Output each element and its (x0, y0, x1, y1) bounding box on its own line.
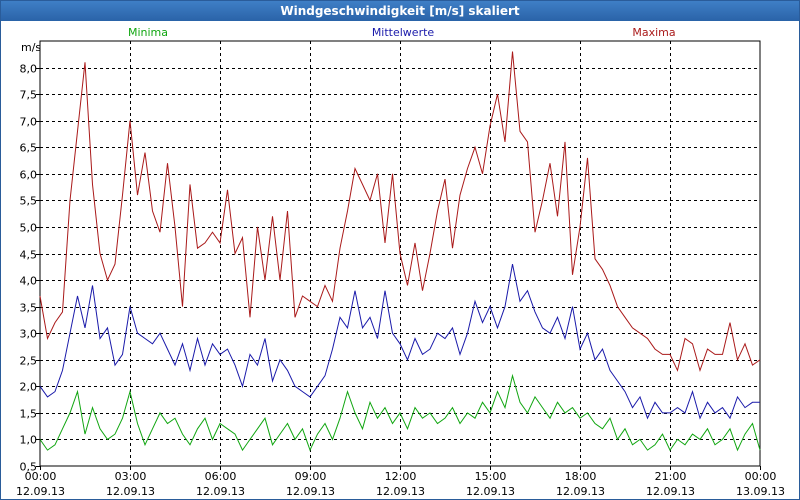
x-tick-time: 00:00 (745, 470, 777, 483)
x-tick-date: 12.09.13 (376, 485, 425, 498)
y-tick-label: 4,0 (20, 275, 38, 288)
x-tick-time: 03:00 (115, 470, 147, 483)
y-tick-label: 3,0 (20, 328, 38, 341)
y-tick-label: 6,5 (20, 142, 38, 155)
x-tick-time: 00:00 (25, 470, 57, 483)
x-tick-time: 15:00 (475, 470, 507, 483)
x-tick-time: 18:00 (565, 470, 597, 483)
y-tick-label: 2,0 (20, 381, 38, 394)
x-tick-date: 13.09.13 (736, 485, 785, 498)
x-tick-date: 12.09.13 (196, 485, 245, 498)
y-tick-label: 7,5 (20, 89, 38, 102)
y-tick-label: 8,0 (20, 63, 38, 76)
legend-maxima: Maxima (632, 26, 675, 39)
y-axis-label: m/s (21, 41, 41, 54)
legend: Minima Mittelwerte Maxima (128, 26, 676, 39)
x-tick-date: 12.09.13 (556, 485, 605, 498)
series-line-maxima (39, 51, 761, 373)
legend-mittelwerte: Mittelwerte (372, 26, 435, 39)
x-tick-date: 12.09.13 (286, 485, 335, 498)
x-tick-time: 06:00 (205, 470, 237, 483)
x-tick-date: 12.09.13 (466, 485, 515, 498)
series-lines (39, 51, 761, 452)
y-tick-label: 1,5 (20, 408, 38, 421)
x-tick-date: 12.09.13 (16, 485, 65, 498)
legend-minima: Minima (128, 26, 168, 39)
y-tick-label: 0,5 (20, 461, 38, 474)
y-tick-label: 2,5 (20, 355, 38, 368)
y-tick-label: 5,0 (20, 222, 38, 235)
x-tick-time: 21:00 (655, 470, 687, 483)
chart-title: Windgeschwindigkeit [m/s] skaliert (1, 1, 799, 21)
grid (40, 41, 760, 466)
y-tick-label: 3,5 (20, 302, 38, 315)
y-tick-label: 6,0 (20, 169, 38, 182)
y-tick-label: 7,0 (20, 116, 38, 129)
x-axis: 00:00 12.09.13 03:00 12.09.13 06:00 12.09.13 0… (16, 466, 785, 498)
x-tick-date: 12.09.13 (106, 485, 155, 498)
y-tick-label: 1,0 (20, 434, 38, 447)
y-axis: 0,5 1,0 1,5 2,0 2,5 3,0 3,5 4,0 4,5 5,0 5,5 6,0 6,5 7… (20, 41, 42, 474)
series-line-minima (39, 373, 761, 452)
y-tick-label: 5,5 (20, 195, 38, 208)
x-tick-time: 12:00 (385, 470, 417, 483)
series-line-mittelwerte (39, 264, 760, 420)
y-tick-label: 4,5 (20, 249, 38, 262)
x-tick-date: 12.09.13 (646, 485, 695, 498)
x-tick-time: 09:00 (295, 470, 327, 483)
